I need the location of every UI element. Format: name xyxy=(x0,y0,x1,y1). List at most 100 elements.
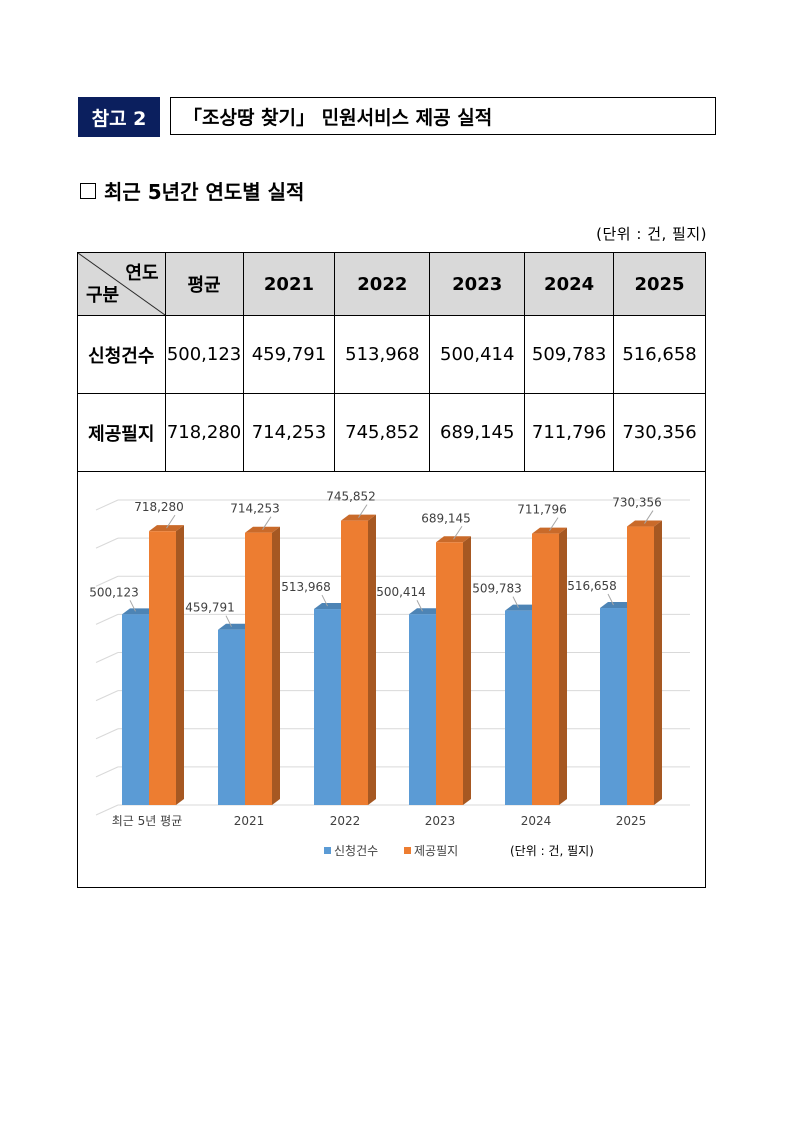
data-label: 711,796 xyxy=(517,503,567,517)
x-tick-label: 최근 5년 평균 xyxy=(112,814,182,828)
data-label: 730,356 xyxy=(612,496,662,510)
gridline-depth xyxy=(95,499,119,511)
data-label: 459,791 xyxy=(185,601,235,615)
gridline-depth xyxy=(95,575,119,587)
data-label: 500,414 xyxy=(376,585,426,599)
bar-applications xyxy=(505,610,532,805)
data-label: 516,658 xyxy=(567,579,617,593)
chart-unit-note: (단위 : 건, 필지) xyxy=(510,844,594,858)
bar-applications xyxy=(409,614,436,805)
bar-applications xyxy=(122,614,149,805)
bar-parcels xyxy=(245,532,272,805)
table-cell: 745,852 xyxy=(334,393,431,472)
column-header: 2024 xyxy=(524,252,615,316)
gridline-depth xyxy=(95,690,119,702)
table-row: 신청건수 500,123 459,791 513,968 500,414 509… xyxy=(77,315,706,394)
section-title-text: 최근 5년간 연도별 실적 xyxy=(104,180,305,204)
unit-note: (단위 : 건, 필지) xyxy=(596,225,707,243)
bar-top xyxy=(409,608,444,615)
legend-swatch xyxy=(324,847,331,854)
data-label: 718,280 xyxy=(134,500,184,514)
section-title: 최근 5년간 연도별 실적 xyxy=(80,176,304,205)
data-label: 509,783 xyxy=(472,582,522,596)
legend-label: 신청건수 xyxy=(334,844,378,858)
corner-category-label: 구분 xyxy=(86,285,120,306)
bar-parcels xyxy=(627,526,654,805)
bar-side xyxy=(176,525,184,805)
bar-top xyxy=(436,536,471,543)
bar-applications xyxy=(600,608,627,805)
x-tick-label: 2023 xyxy=(425,814,456,828)
bar-top xyxy=(122,608,157,615)
data-label: 745,852 xyxy=(326,490,376,504)
bar-side xyxy=(368,514,376,805)
results-table: 연도 구분 평균 2021 2022 2023 2024 2025 신청건수 5… xyxy=(77,252,706,472)
bar-parcels xyxy=(436,542,463,805)
table-cell: 509,783 xyxy=(524,315,615,394)
column-header: 2022 xyxy=(334,252,431,316)
table-row: 제공필지 718,280 714,253 745,852 689,145 711… xyxy=(77,393,706,472)
table-corner-cell: 연도 구분 xyxy=(77,252,166,316)
x-tick-label: 2022 xyxy=(330,814,361,828)
bar-parcels xyxy=(341,520,368,805)
reference-header: 참고 2 「조상땅 찾기」 민원서비스 제공 실적 xyxy=(78,97,716,137)
table-cell: 516,658 xyxy=(613,315,706,394)
gridline-depth xyxy=(95,537,119,549)
table-cell: 714,253 xyxy=(242,393,336,472)
bar-parcels xyxy=(149,531,176,805)
bar-top xyxy=(218,623,253,630)
legend-label: 제공필지 xyxy=(414,844,458,858)
table-cell: 513,968 xyxy=(334,315,431,394)
table-cell: 711,796 xyxy=(524,393,615,472)
row-label: 신청건수 xyxy=(77,315,166,394)
x-tick-label: 2021 xyxy=(234,814,265,828)
reference-title: 「조상땅 찾기」 민원서비스 제공 실적 xyxy=(170,97,716,135)
corner-year-label: 연도 xyxy=(125,263,159,284)
data-label-leader xyxy=(453,525,463,540)
data-label-leader xyxy=(166,514,176,529)
gridline-depth xyxy=(95,652,119,663)
table-header-row: 연도 구분 평균 2021 2022 2023 2024 2025 xyxy=(77,252,706,316)
data-label: 689,145 xyxy=(421,511,471,525)
table-cell: 718,280 xyxy=(164,393,244,472)
table-cell: 730,356 xyxy=(613,393,706,472)
data-label-leader xyxy=(358,504,368,518)
data-label-leader xyxy=(549,517,559,531)
data-label: 513,968 xyxy=(281,580,331,594)
chart-container: 500,123 718,280 최근 5년 평균 459,791 714,253 2021… xyxy=(77,471,706,888)
column-header: 2025 xyxy=(613,252,706,316)
x-tick-label: 2024 xyxy=(521,814,552,828)
column-header: 2021 xyxy=(242,252,336,316)
bar-chart: 500,123 718,280 최근 5년 평균 459,791 714,253 2021… xyxy=(89,490,690,858)
bar-top xyxy=(149,525,184,532)
bar-side xyxy=(463,536,471,805)
column-header: 평균 xyxy=(164,252,244,316)
data-label-leader xyxy=(416,599,423,612)
bar-top xyxy=(314,603,349,610)
bar-applications xyxy=(314,609,341,805)
column-header: 2023 xyxy=(429,252,526,316)
gridline-depth xyxy=(95,728,119,740)
data-label-leader xyxy=(129,600,136,612)
bar-side xyxy=(654,520,662,805)
bar-side xyxy=(559,527,567,805)
legend-swatch xyxy=(404,847,411,854)
table-cell: 500,414 xyxy=(429,315,526,394)
table-cell: 459,791 xyxy=(242,315,336,394)
bar-side xyxy=(272,526,280,805)
gridline-depth xyxy=(95,766,119,778)
data-label-leader xyxy=(512,596,519,608)
data-label-leader xyxy=(644,510,654,524)
data-label-leader xyxy=(321,594,328,607)
data-label-leader xyxy=(262,516,272,530)
data-label: 500,123 xyxy=(89,585,139,599)
bar-parcels xyxy=(532,533,559,805)
x-tick-label: 2025 xyxy=(616,814,647,828)
gridline-depth xyxy=(95,804,119,816)
row-label: 제공필지 xyxy=(77,393,166,472)
reference-label: 참고 2 xyxy=(78,97,160,137)
bar-top xyxy=(505,604,540,611)
table-cell: 500,123 xyxy=(164,315,244,394)
data-label-leader xyxy=(607,593,614,606)
bar-applications xyxy=(218,629,245,805)
